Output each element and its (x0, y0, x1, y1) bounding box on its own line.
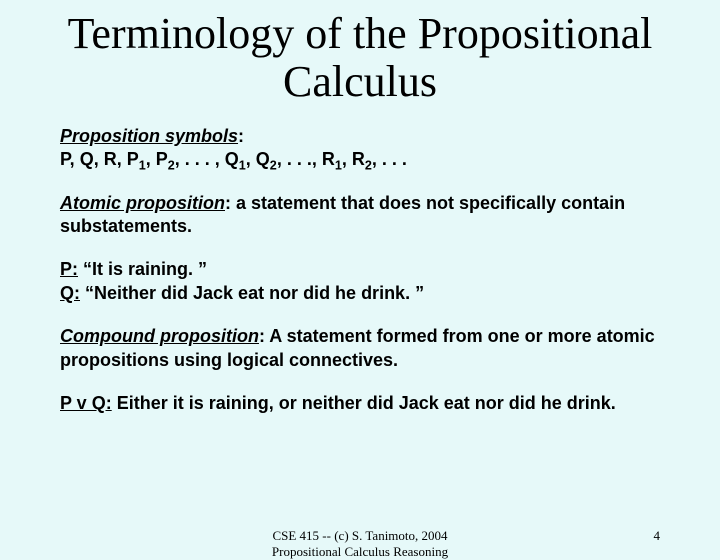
footer-center: CSE 415 -- (c) S. Tanimoto, 2004 Proposi… (272, 528, 448, 560)
symbols-text-c: , . . . , Q (175, 149, 239, 169)
footer-line-2: Propositional Calculus Reasoning (272, 544, 448, 559)
pvq-text: Either it is raining, or neither did Jac… (112, 393, 616, 413)
examples-block: P: “It is raining. ” Q: “Neither did Jac… (60, 258, 660, 305)
symbols-text-e: , . . ., R (277, 149, 335, 169)
symbols-text-f: , R (342, 149, 365, 169)
subscript: 2 (168, 159, 175, 173)
proposition-symbols-block: Proposition symbols: P, Q, R, P1, P2, . … (60, 125, 660, 172)
slide: Terminology of the Propositional Calculu… (0, 0, 720, 540)
slide-title: Terminology of the Propositional Calculu… (60, 10, 660, 107)
pvq-block: P v Q: Either it is raining, or neither … (60, 392, 660, 415)
p-text: “It is raining. ” (78, 259, 207, 279)
symbols-text-b: , P (146, 149, 168, 169)
atomic-proposition-block: Atomic proposition: a statement that doe… (60, 192, 660, 239)
colon: : (238, 126, 244, 146)
p-label: P: (60, 259, 78, 279)
q-label: Q: (60, 283, 80, 303)
subscript: 1 (335, 159, 342, 173)
symbols-text-d: , Q (246, 149, 270, 169)
pvq-label: P v Q: (60, 393, 112, 413)
compound-proposition-label: Compound proposition (60, 326, 259, 346)
proposition-symbols-label: Proposition symbols (60, 126, 238, 146)
footer-line-1: CSE 415 -- (c) S. Tanimoto, 2004 (272, 528, 447, 543)
subscript: 2 (365, 159, 372, 173)
subscript: 1 (239, 159, 246, 173)
symbols-text-a: P, Q, R, P (60, 149, 139, 169)
compound-proposition-block: Compound proposition: A statement formed… (60, 325, 660, 372)
slide-number: 4 (654, 528, 661, 544)
symbols-text-g: , . . . (372, 149, 407, 169)
q-text: “Neither did Jack eat nor did he drink. … (80, 283, 424, 303)
atomic-proposition-label: Atomic proposition (60, 193, 225, 213)
subscript: 1 (139, 159, 146, 173)
subscript: 2 (270, 159, 277, 173)
